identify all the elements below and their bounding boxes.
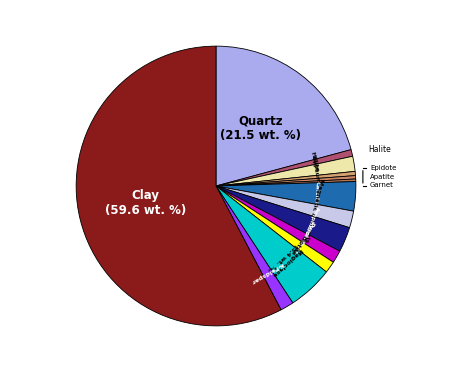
Text: Calcite: Calcite <box>313 182 320 206</box>
Text: Halite: Halite <box>368 145 391 154</box>
Text: Apatite: Apatite <box>370 174 395 180</box>
Text: K-Feldspar: K-Feldspar <box>250 261 284 284</box>
Wedge shape <box>216 186 340 262</box>
Wedge shape <box>216 176 356 186</box>
Wedge shape <box>216 179 356 186</box>
Wedge shape <box>76 46 281 326</box>
Text: Gypsum: Gypsum <box>311 155 320 185</box>
Text: Garnet: Garnet <box>370 182 394 188</box>
Text: Pyroxenes: Pyroxenes <box>292 220 314 254</box>
Text: Halite: Halite <box>309 151 319 173</box>
Wedge shape <box>216 186 293 310</box>
Wedge shape <box>216 156 355 186</box>
Wedge shape <box>216 171 356 186</box>
Wedge shape <box>216 186 327 303</box>
Wedge shape <box>216 150 353 186</box>
Text: Biotite: Biotite <box>289 233 307 256</box>
Text: Magnetic minerals: Magnetic minerals <box>303 178 324 243</box>
Wedge shape <box>216 46 351 186</box>
Text: Epidote: Epidote <box>370 166 396 171</box>
Wedge shape <box>216 186 333 272</box>
Text: Clay
(59.6 wt. %): Clay (59.6 wt. %) <box>105 189 186 217</box>
Text: Quartz
(21.5 wt. %): Quartz (21.5 wt. %) <box>220 114 301 142</box>
Text: Plagioclase
(5.4 wt. %): Plagioclase (5.4 wt. %) <box>266 243 302 278</box>
Text: Amphiboles: Amphiboles <box>299 205 319 245</box>
Wedge shape <box>216 186 354 228</box>
Wedge shape <box>216 182 356 211</box>
Wedge shape <box>216 186 349 251</box>
